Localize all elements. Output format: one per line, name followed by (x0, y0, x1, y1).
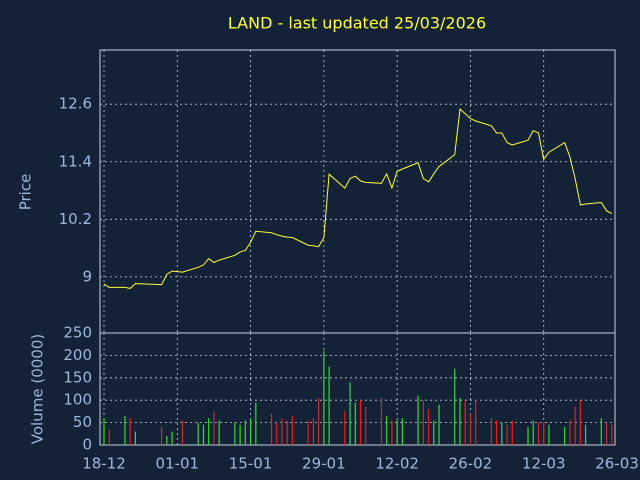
y-tick-label: 10.2 (59, 210, 92, 228)
y-tick-label: 200 (63, 346, 92, 364)
y-tick-label: 0 (82, 436, 92, 454)
y-axis-label: Price (17, 174, 35, 211)
price-line (103, 107, 613, 289)
y-axis-label: Volume (0000) (29, 334, 47, 444)
x-tick-label: 26-03 (595, 455, 639, 473)
y-tick-label: 50 (73, 413, 92, 431)
y-tick-label: 11.4 (59, 152, 92, 170)
x-tick-label: 12-03 (522, 455, 566, 473)
x-tick-label: 29-01 (302, 455, 346, 473)
y-tick-label: 150 (63, 368, 92, 386)
x-tick-label: 15-01 (229, 455, 273, 473)
chart-title: LAND - last updated 25/03/2026 (228, 14, 486, 33)
plot-frame (99, 332, 616, 446)
x-tick-label: 26-02 (449, 455, 493, 473)
x-tick-label: 18-12 (82, 455, 126, 473)
x-tick-label: 01-01 (155, 455, 199, 473)
y-tick-label: 12.6 (59, 95, 92, 113)
y-tick-label: 9 (82, 267, 92, 285)
y-tick-label: 100 (63, 391, 92, 409)
x-tick-label: 12-02 (375, 455, 419, 473)
y-tick-label: 250 (63, 324, 92, 342)
